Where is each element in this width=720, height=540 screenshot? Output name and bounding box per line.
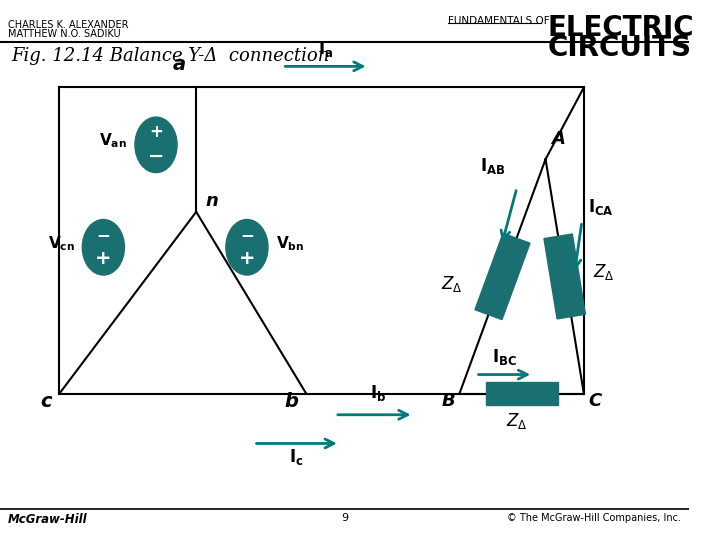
Text: CHARLES K. ALEXANDER: CHARLES K. ALEXANDER bbox=[8, 21, 128, 30]
Text: B: B bbox=[442, 392, 456, 410]
Text: −: − bbox=[148, 147, 164, 166]
Text: a: a bbox=[172, 55, 186, 74]
Text: $\mathbf{I_a}$: $\mathbf{I_a}$ bbox=[318, 39, 333, 59]
Text: CIRCUITS: CIRCUITS bbox=[547, 34, 691, 62]
Text: © The McGraw-Hill Companies, Inc.: © The McGraw-Hill Companies, Inc. bbox=[508, 514, 681, 523]
Ellipse shape bbox=[82, 219, 125, 275]
Ellipse shape bbox=[226, 219, 268, 275]
Text: $Z_\Delta$: $Z_\Delta$ bbox=[506, 411, 528, 431]
Text: ELECTRIC: ELECTRIC bbox=[547, 14, 694, 42]
Text: $\mathbf{V_{cn}}$: $\mathbf{V_{cn}}$ bbox=[48, 234, 75, 253]
Text: FUNDAMENTALS OF: FUNDAMENTALS OF bbox=[448, 16, 549, 25]
Text: $\mathbf{I_{BC}}$: $\mathbf{I_{BC}}$ bbox=[492, 347, 517, 367]
Text: n: n bbox=[206, 192, 219, 210]
Text: $\mathbf{I_c}$: $\mathbf{I_c}$ bbox=[289, 447, 304, 467]
Text: −: − bbox=[96, 226, 110, 244]
Text: b: b bbox=[284, 392, 299, 411]
Text: −: − bbox=[240, 226, 254, 244]
Text: c: c bbox=[40, 392, 52, 411]
Bar bbox=[486, 382, 557, 405]
Text: $\mathbf{V_{bn}}$: $\mathbf{V_{bn}}$ bbox=[276, 234, 304, 253]
Ellipse shape bbox=[135, 117, 177, 173]
Text: $\mathbf{V_{an}}$: $\mathbf{V_{an}}$ bbox=[99, 132, 127, 150]
Text: $Z_\Delta$: $Z_\Delta$ bbox=[441, 274, 462, 294]
Text: $\mathbf{I_{AB}}$: $\mathbf{I_{AB}}$ bbox=[480, 157, 505, 177]
Bar bbox=[544, 234, 585, 319]
Text: +: + bbox=[149, 124, 163, 141]
Bar bbox=[475, 233, 530, 320]
Text: McGraw-Hill: McGraw-Hill bbox=[8, 514, 87, 526]
Text: A: A bbox=[552, 130, 565, 148]
Text: Fig. 12.14 Balance Y-Δ  connection: Fig. 12.14 Balance Y-Δ connection bbox=[12, 47, 330, 65]
Text: +: + bbox=[95, 249, 112, 268]
Text: 9: 9 bbox=[341, 514, 348, 523]
Text: $\mathbf{I_{CA}}$: $\mathbf{I_{CA}}$ bbox=[588, 197, 613, 217]
Text: +: + bbox=[239, 249, 255, 268]
Text: $\mathbf{I_b}$: $\mathbf{I_b}$ bbox=[370, 383, 386, 403]
Text: MATTHEW N.O. SADIKU: MATTHEW N.O. SADIKU bbox=[8, 29, 120, 39]
Text: $Z_\Delta$: $Z_\Delta$ bbox=[593, 262, 615, 282]
Text: C: C bbox=[589, 392, 602, 410]
